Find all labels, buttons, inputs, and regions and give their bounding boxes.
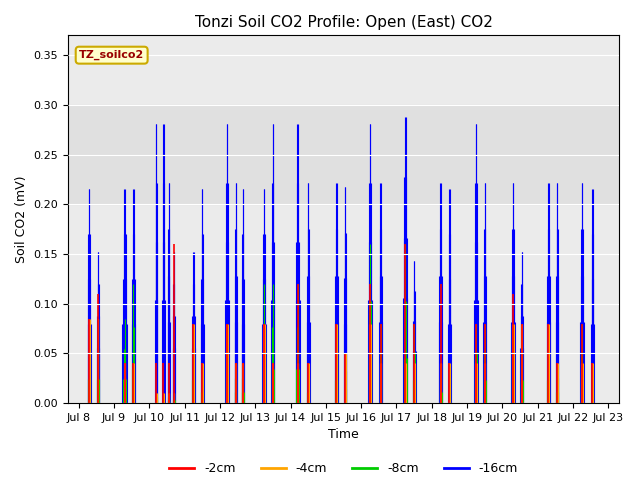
Text: TZ_soilco2: TZ_soilco2	[79, 50, 144, 60]
Legend: -2cm, -4cm, -8cm, -16cm: -2cm, -4cm, -8cm, -16cm	[164, 457, 523, 480]
Bar	[68, 105, 619, 204]
Y-axis label: Soil CO2 (mV): Soil CO2 (mV)	[15, 176, 28, 263]
Title: Tonzi Soil CO2 Profile: Open (East) CO2: Tonzi Soil CO2 Profile: Open (East) CO2	[195, 15, 492, 30]
X-axis label: Time: Time	[328, 429, 359, 442]
